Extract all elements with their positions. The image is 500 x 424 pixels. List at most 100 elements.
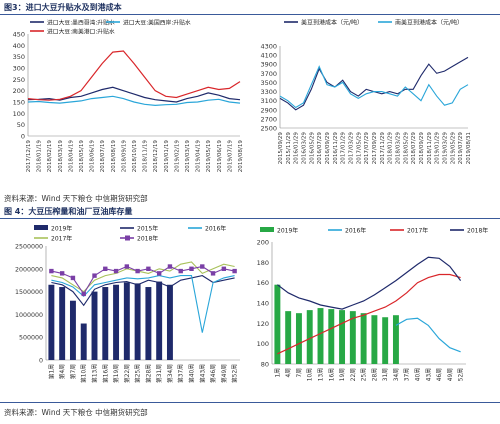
x-tick-label: 37周 xyxy=(404,368,411,381)
x-tick-label: 2019/06/19 xyxy=(217,140,223,173)
bar xyxy=(349,311,356,364)
x-tick-label: 2018/10/19 xyxy=(132,140,138,173)
x-tick-label: 2015/09/29 xyxy=(278,132,284,165)
bar xyxy=(134,283,141,360)
x-tick-label: 2016/01/29 xyxy=(294,132,300,165)
y-tick-label: 350 xyxy=(13,53,25,61)
bar xyxy=(80,323,87,360)
legend-swatch xyxy=(260,227,274,232)
x-tick-label: 第10周 xyxy=(80,364,88,383)
x-tick-label: 2019/01/19 xyxy=(164,140,170,173)
bar xyxy=(69,300,76,360)
figure4-bottom-rule xyxy=(0,402,500,403)
series-line xyxy=(51,265,235,295)
x-tick-label: 第28周 xyxy=(144,364,152,383)
legend-label: 2015年 xyxy=(137,225,158,233)
x-tick-label: 2017/01/29 xyxy=(341,132,347,165)
x-tick-label: 2016/05/29 xyxy=(309,132,315,165)
legend-label: 2019年 xyxy=(51,225,72,233)
x-tick-label: 2018/01/29 xyxy=(388,132,394,165)
x-tick-label: 2018/05/19 xyxy=(79,140,85,173)
x-tick-label: 2017/11/29 xyxy=(380,132,386,165)
x-tick-label: 2018/11/29 xyxy=(427,132,433,165)
series-marker xyxy=(156,271,162,276)
x-tick-label: 第25周 xyxy=(134,364,142,383)
y-tick-label: 3700 xyxy=(260,70,277,78)
series-marker xyxy=(124,264,130,269)
x-tick-label: 40周 xyxy=(415,368,422,381)
bar xyxy=(285,311,292,364)
x-tick-label: 2018/11/19 xyxy=(143,140,149,173)
x-tick-label: 16周 xyxy=(328,368,335,381)
x-tick-label: 10周 xyxy=(307,368,314,381)
series-line xyxy=(27,86,241,103)
x-tick-label: 2019/08/31 xyxy=(466,132,472,165)
x-tick-label: 2018/08/19 xyxy=(111,140,117,173)
y-tick-label: 300 xyxy=(13,65,25,73)
y-tick-label: 2500000 xyxy=(15,244,43,251)
bar xyxy=(328,309,335,364)
y-tick-label: 150 xyxy=(13,99,25,107)
series-marker xyxy=(81,291,86,297)
series-line xyxy=(395,317,461,353)
figure4-rule xyxy=(0,218,500,219)
x-tick-label: 34周 xyxy=(393,368,400,381)
x-tick-label: 25周 xyxy=(361,368,368,381)
bar xyxy=(102,287,109,360)
legend-label: 2018年 xyxy=(467,227,488,235)
legend-label: 2016年 xyxy=(345,227,366,235)
x-tick-label: 2017/05/29 xyxy=(356,132,362,165)
x-tick-label: 2018/03/29 xyxy=(396,132,402,165)
y-tick-label: 250 xyxy=(13,76,25,84)
series-marker xyxy=(59,271,65,276)
series-marker xyxy=(232,268,237,274)
x-tick-label: 49周 xyxy=(447,368,454,381)
x-tick-label: 2018/02/19 xyxy=(47,140,53,173)
x-tick-label: 2019/02/19 xyxy=(174,140,180,173)
y-tick-label: 80 xyxy=(261,361,269,369)
bar xyxy=(339,310,346,364)
x-tick-label: 2018/07/19 xyxy=(100,140,106,173)
series-marker xyxy=(200,264,205,269)
series-marker xyxy=(178,268,183,274)
series-line xyxy=(279,56,469,111)
y-tick-label: 1500000 xyxy=(15,289,43,296)
series-line xyxy=(27,50,241,101)
series-marker xyxy=(103,266,108,271)
x-tick-label: 52周 xyxy=(458,368,465,381)
series-marker xyxy=(113,268,119,274)
series-marker xyxy=(189,266,194,271)
series-marker xyxy=(167,264,173,269)
x-tick-label: 2017/12/19 xyxy=(26,140,32,173)
x-tick-label: 第46周 xyxy=(209,364,217,383)
x-tick-label: 43周 xyxy=(425,368,432,381)
x-tick-label: 第19周 xyxy=(112,364,120,383)
x-tick-label: 2019/05/29 xyxy=(450,132,456,165)
x-tick-label: 2019/07/19 xyxy=(227,140,233,173)
series-line xyxy=(51,275,235,333)
y-tick-label: 2000000 xyxy=(15,266,43,273)
y-tick-label: 2500 xyxy=(260,125,277,133)
legend-label: 进口大豆:南美港口:升贴水 xyxy=(47,28,115,36)
y-tick-label: 450 xyxy=(13,31,25,39)
x-tick-label: 2018/01/19 xyxy=(37,140,43,173)
x-tick-label: 第7周 xyxy=(69,364,77,379)
x-tick-label: 28周 xyxy=(371,368,378,381)
x-tick-label: 13周 xyxy=(318,368,325,381)
bar xyxy=(317,308,324,364)
x-tick-label: 2015/11/29 xyxy=(286,132,292,165)
bar xyxy=(145,287,152,360)
x-tick-label: 2018/04/19 xyxy=(68,140,74,173)
series-marker xyxy=(92,273,97,278)
x-tick-label: 22周 xyxy=(350,368,357,381)
figure3-title: 图3：进口大豆升贴水及到港成本 xyxy=(4,3,122,12)
x-tick-label: 第16周 xyxy=(101,364,109,383)
x-tick-label: 31周 xyxy=(382,368,389,381)
legend-label: 2017年 xyxy=(407,227,428,235)
series-marker xyxy=(146,266,151,271)
bar xyxy=(113,284,120,360)
legend-label: 美豆到港成本（元/吨） xyxy=(301,19,363,27)
x-tick-label: 2017/07/29 xyxy=(364,132,370,165)
x-tick-label: 第37周 xyxy=(177,364,185,383)
legend-label: 2019年 xyxy=(277,227,298,235)
